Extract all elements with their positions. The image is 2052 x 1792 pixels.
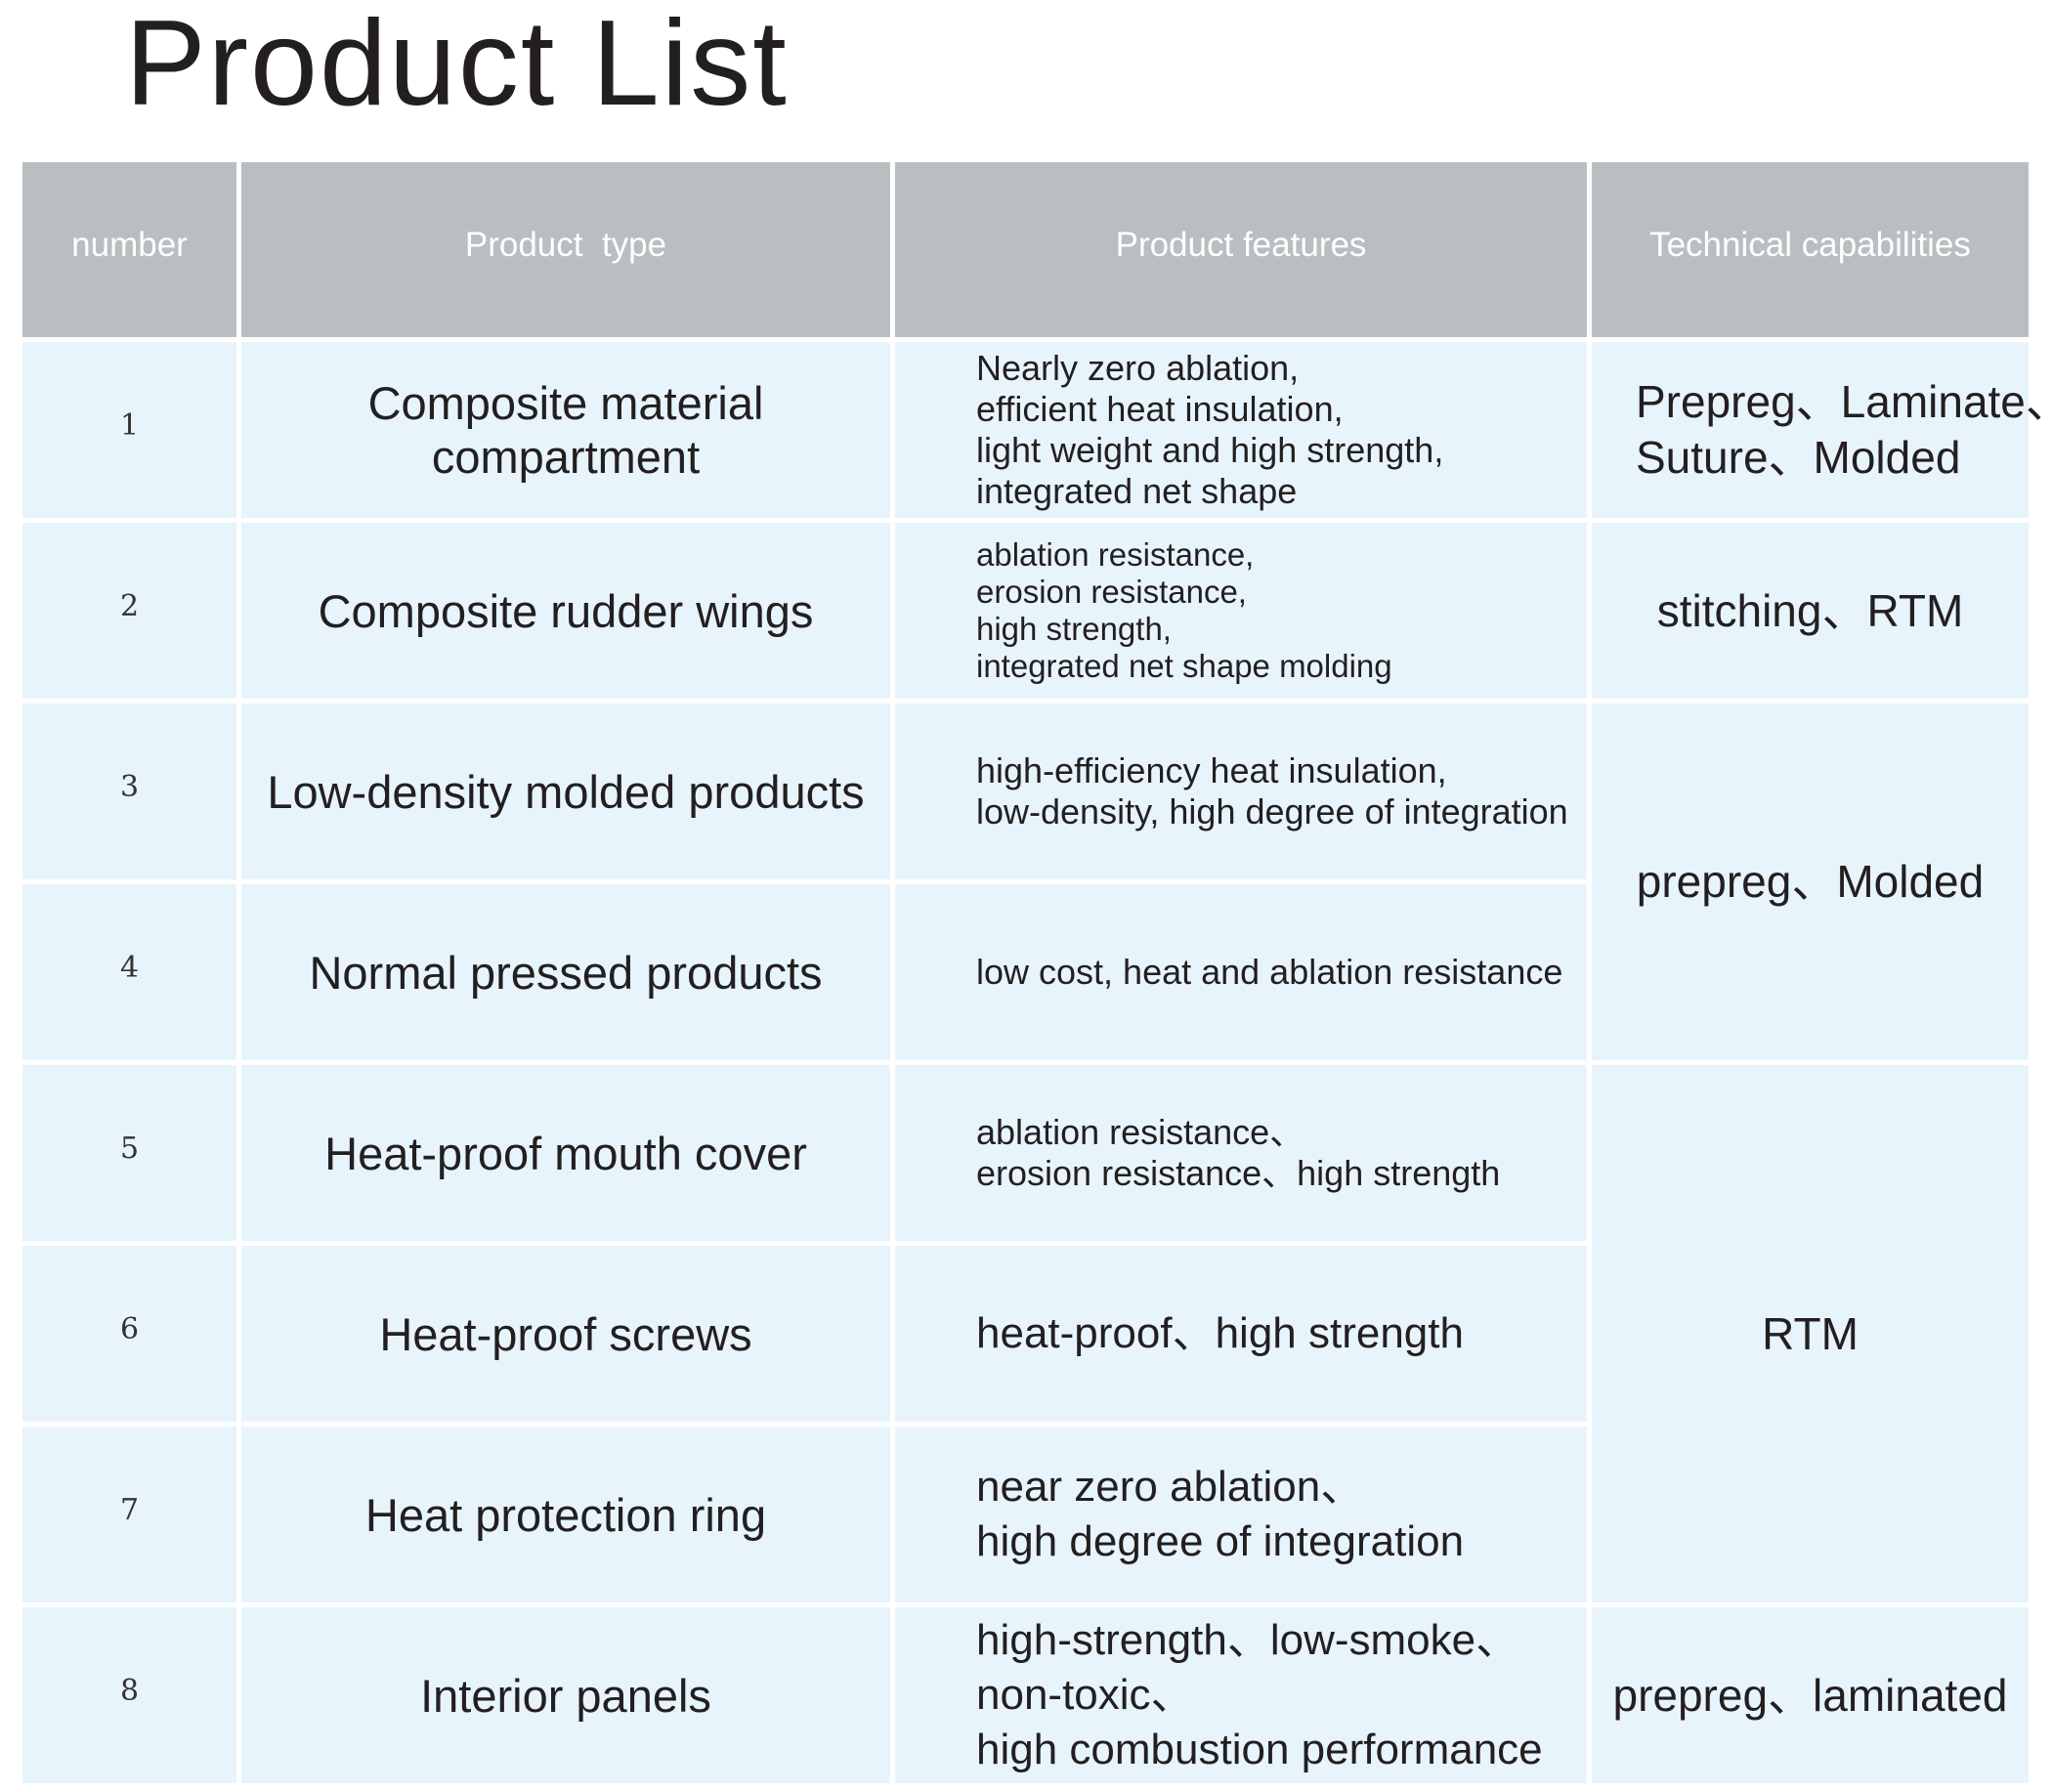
product-type: Low-density molded products xyxy=(241,704,890,879)
header-product-features: Product features xyxy=(895,162,1587,337)
row-number: 3 xyxy=(22,704,236,879)
technical-capabilities: prepreg、Molded xyxy=(1592,704,2029,1060)
feature-line: light weight and high strength, xyxy=(976,430,1444,470)
product-features: high-strength、low-smoke、 non-toxic、 high c… xyxy=(895,1607,1587,1783)
product-features: ablation resistance、 erosion resistance、h… xyxy=(895,1065,1587,1241)
capability-line: RTM xyxy=(1762,1307,1859,1359)
row-number: 2 xyxy=(22,523,236,699)
product-type: Composite rudder wings xyxy=(241,523,890,699)
product-type: Composite material compartment xyxy=(241,342,890,518)
product-table: number Product type Product features Tec… xyxy=(22,162,2052,1786)
capability-line: Suture、Molded xyxy=(1636,432,1961,483)
technical-capabilities: Prepreg、Laminate、 Suture、Molded xyxy=(1592,342,2052,518)
product-type: Heat-proof screws xyxy=(241,1246,890,1422)
page-title: Product List xyxy=(125,0,789,131)
product-features: low cost, heat and ablation resistance xyxy=(895,884,1587,1060)
feature-line: high strength, xyxy=(976,611,1172,647)
feature-line: heat-proof、high strength xyxy=(976,1309,1464,1357)
row-number: 1 xyxy=(22,342,236,518)
feature-line: high-strength、low-smoke、 xyxy=(976,1616,1519,1664)
feature-line: high combustion performance xyxy=(976,1726,1543,1773)
feature-line: non-toxic、 xyxy=(976,1671,1194,1719)
row-number: 6 xyxy=(22,1246,236,1422)
header-number: number xyxy=(22,162,236,337)
technical-capabilities: stitching、RTM xyxy=(1592,523,2029,699)
capability-line: prepreg、laminated xyxy=(1612,1669,2008,1721)
feature-line: ablation resistance, xyxy=(976,536,1255,573)
product-features: high-efficiency heat insulation, low-dens… xyxy=(895,704,1587,879)
feature-line: Nearly zero ablation, xyxy=(976,348,1300,388)
product-features: ablation resistance, erosion resistance, h… xyxy=(895,523,1587,699)
feature-line: erosion resistance、high strength xyxy=(976,1153,1501,1193)
feature-line: low cost, heat and ablation resistance xyxy=(976,952,1563,992)
product-type: Heat-proof mouth cover xyxy=(241,1065,890,1241)
product-type: Heat protection ring xyxy=(241,1427,890,1602)
product-features: Nearly zero ablation, efficient heat insu… xyxy=(895,342,1587,518)
capability-line: Prepreg、Laminate、 xyxy=(1636,376,2052,427)
technical-capabilities: RTM xyxy=(1592,1065,2029,1602)
feature-line: efficient heat insulation, xyxy=(976,389,1344,429)
row-number: 4 xyxy=(22,884,236,1060)
row-number: 7 xyxy=(22,1427,236,1602)
product-type: Normal pressed products xyxy=(241,884,890,1060)
product-features: near zero ablation、 high degree of integr… xyxy=(895,1427,1587,1602)
capability-line: stitching、RTM xyxy=(1656,584,1964,636)
feature-line: high degree of integration xyxy=(976,1517,1465,1565)
capability-line: prepreg、Molded xyxy=(1636,856,1985,907)
row-number: 8 xyxy=(22,1607,236,1783)
product-features: heat-proof、high strength xyxy=(895,1246,1587,1422)
header-technical-capabilities: Technical capabilities xyxy=(1592,162,2029,337)
feature-line: integrated net shape molding xyxy=(976,648,1392,684)
feature-line: ablation resistance、 xyxy=(976,1112,1305,1152)
feature-line: high-efficiency heat insulation, xyxy=(976,750,1447,790)
feature-line: low-density, high degree of integration xyxy=(976,791,1568,832)
feature-line: erosion resistance, xyxy=(976,574,1247,610)
feature-line: near zero ablation、 xyxy=(976,1463,1364,1511)
feature-line: integrated net shape xyxy=(976,471,1298,511)
technical-capabilities: prepreg、laminated xyxy=(1592,1607,2029,1783)
header-product-type: Product type xyxy=(241,162,890,337)
product-type: Interior panels xyxy=(241,1607,890,1783)
row-number: 5 xyxy=(22,1065,236,1241)
